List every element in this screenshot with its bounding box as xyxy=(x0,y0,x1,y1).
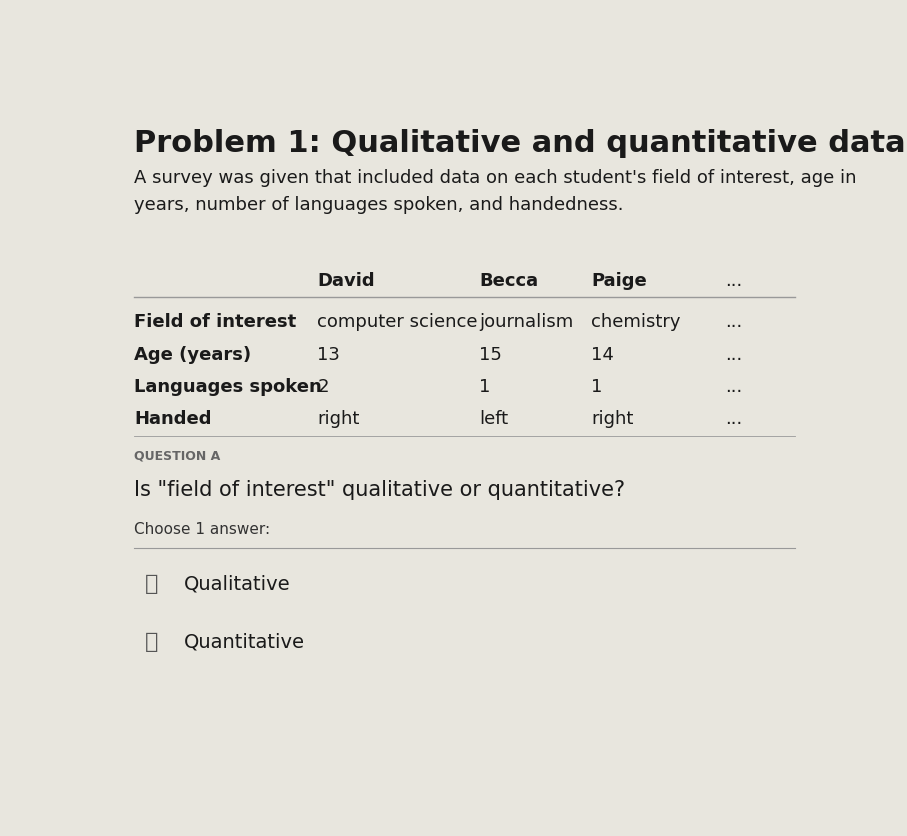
Text: Qualitative: Qualitative xyxy=(183,575,290,594)
Text: 2: 2 xyxy=(317,378,328,395)
Text: right: right xyxy=(591,410,634,428)
Text: left: left xyxy=(479,410,508,428)
Text: A survey was given that included data on each student's field of interest, age i: A survey was given that included data on… xyxy=(134,169,857,214)
Text: 13: 13 xyxy=(317,345,340,364)
Text: ...: ... xyxy=(725,272,742,289)
Text: ...: ... xyxy=(725,410,742,428)
Text: ...: ... xyxy=(725,345,742,364)
Text: Ⓐ: Ⓐ xyxy=(145,574,159,594)
Text: Paige: Paige xyxy=(591,272,647,289)
Text: Choose 1 answer:: Choose 1 answer: xyxy=(134,522,270,538)
Text: David: David xyxy=(317,272,375,289)
Text: Problem 1: Qualitative and quantitative data: Problem 1: Qualitative and quantitative … xyxy=(134,130,906,158)
Text: Ⓑ: Ⓑ xyxy=(145,632,159,652)
Text: right: right xyxy=(317,410,359,428)
Text: ...: ... xyxy=(725,378,742,395)
Text: ...: ... xyxy=(725,314,742,331)
Text: Is "field of interest" qualitative or quantitative?: Is "field of interest" qualitative or qu… xyxy=(134,480,626,500)
Text: chemistry: chemistry xyxy=(591,314,681,331)
Text: Languages spoken: Languages spoken xyxy=(134,378,322,395)
Text: QUESTION A: QUESTION A xyxy=(134,450,220,463)
Text: computer science: computer science xyxy=(317,314,478,331)
Text: journalism: journalism xyxy=(479,314,573,331)
Text: 15: 15 xyxy=(479,345,502,364)
Text: Quantitative: Quantitative xyxy=(183,633,305,652)
Text: 1: 1 xyxy=(591,378,603,395)
Text: Becca: Becca xyxy=(479,272,538,289)
Text: 1: 1 xyxy=(479,378,491,395)
Text: Field of interest: Field of interest xyxy=(134,314,297,331)
Text: Age (years): Age (years) xyxy=(134,345,251,364)
Text: Handed: Handed xyxy=(134,410,212,428)
Text: 14: 14 xyxy=(591,345,614,364)
